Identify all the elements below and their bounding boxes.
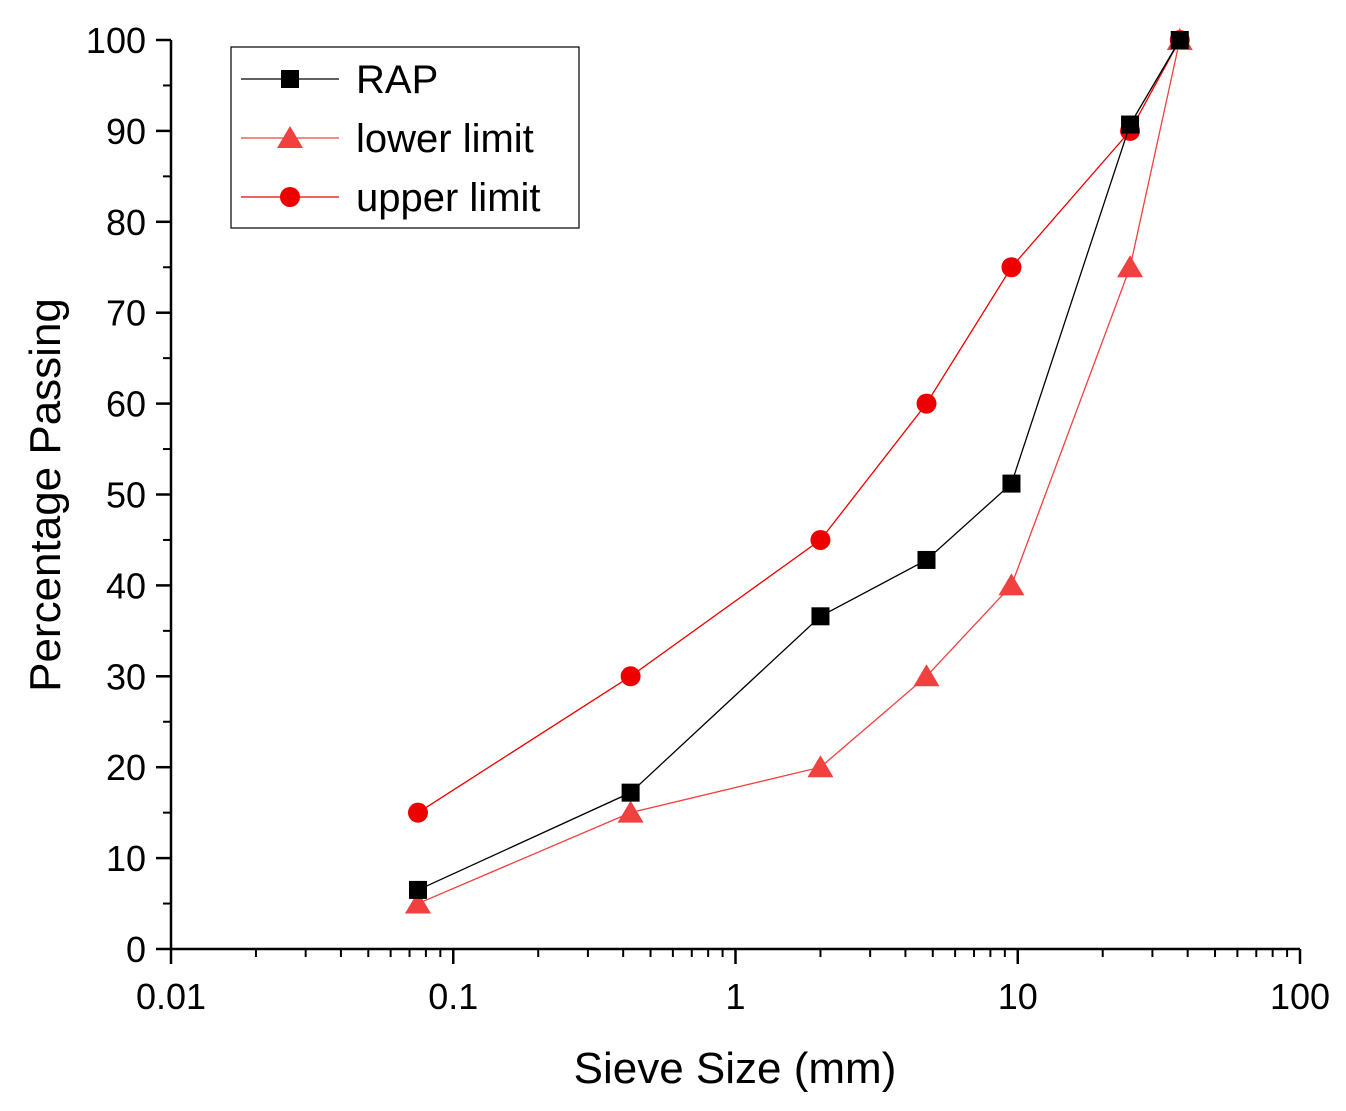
legend-item: lower limit [241,117,534,161]
data-point [917,550,936,569]
data-point [617,800,644,823]
x-tick-label: 0.1 [428,976,478,1017]
y-tick-label: 50 [106,475,146,516]
legend-item: RAP [241,58,438,102]
data-point [998,573,1025,596]
data-point [1002,474,1021,493]
data-point [1121,115,1140,134]
x-axis-label: Sieve Size (mm) [574,1044,897,1093]
data-point [620,666,641,687]
y-tick-label: 0 [126,929,146,970]
y-axis-ticks: 0 10 20 30 40 50 60 70 80 90 100 [86,20,171,970]
x-tick-label: 10 [998,976,1038,1017]
data-point [916,393,937,414]
data-point [1170,31,1189,49]
y-tick-label: 40 [106,565,146,606]
data-point [1117,255,1144,278]
y-tick-label: 10 [106,838,146,879]
x-axis-ticks: 0.01 0.1 1 10 100 [136,949,1330,1017]
series-layer [404,28,1193,914]
data-point [807,755,834,778]
legend-marker [280,187,300,207]
y-axis-label: Percentage Passing [21,298,70,692]
legend-label: RAP [356,58,438,102]
legend: RAP lower limit upper limit [230,46,580,229]
y-tick-label: 30 [106,656,146,697]
legend-marker [281,70,299,88]
legend-marker [277,126,303,148]
y-tick-label: 90 [106,111,146,152]
data-point [408,880,427,899]
data-point [810,529,831,550]
data-point [913,664,940,687]
y-tick-label: 70 [106,293,146,334]
y-tick-label: 80 [106,202,146,243]
data-point [811,607,830,626]
series-rap [408,31,1189,899]
legend-label: lower limit [356,117,534,161]
data-point [407,802,428,823]
x-tick-label: 100 [1270,976,1330,1017]
legend-item: upper limit [241,176,541,220]
data-point [404,891,431,914]
data-point [1001,257,1022,278]
legend-label: upper limit [356,176,541,220]
y-tick-label: 20 [106,747,146,788]
data-point [621,783,640,802]
y-tick-label: 100 [86,20,146,61]
x-tick-label: 1 [725,976,745,1017]
y-tick-label: 60 [106,384,146,425]
x-tick-label: 0.01 [136,976,206,1017]
